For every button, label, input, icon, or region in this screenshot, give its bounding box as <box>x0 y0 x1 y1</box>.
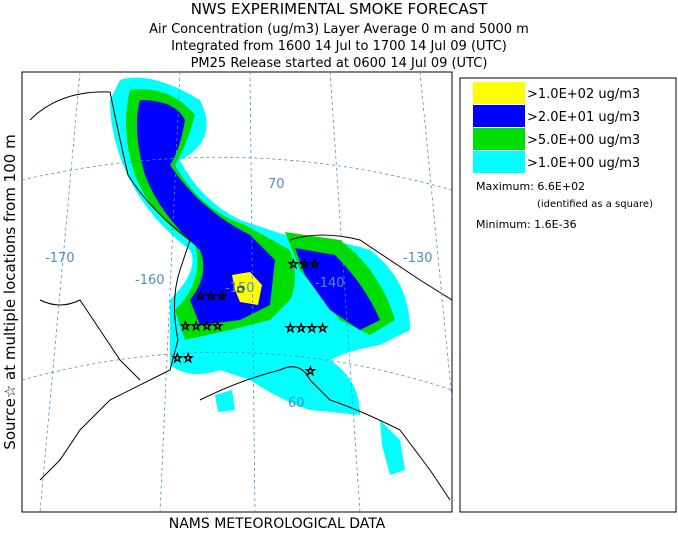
source-star: ☆☆ <box>172 351 194 365</box>
grid-label: -140 <box>315 276 345 291</box>
legend-label: >5.0E+00 ug/m3 <box>527 133 640 148</box>
grid-label: -150 <box>225 281 255 296</box>
map-content: ☆☆☆ ☆☆☆☆ ☆☆ ☆☆☆☆ ☆☆☆ ☆ <box>22 72 452 512</box>
grid-label: 70 <box>268 177 285 192</box>
title: NWS EXPERIMENTAL SMOKE FORECAST <box>191 0 488 18</box>
grid-label: -130 <box>403 251 433 266</box>
source-star: ☆☆☆ <box>288 257 320 271</box>
legend-label: >1.0E+02 ug/m3 <box>527 87 640 102</box>
minimum: Minimum: 1.6E-36 <box>476 218 577 231</box>
legend-swatch <box>473 128 525 150</box>
grid-label: -170 <box>45 251 75 266</box>
source-star: ☆☆☆☆ <box>285 321 328 335</box>
maximum-square <box>237 286 244 293</box>
source-star: ☆ <box>305 364 316 378</box>
grid-label: -160 <box>135 273 165 288</box>
side-label: Source☆ at multiple locations from 100 m <box>1 134 19 449</box>
subtitle: Integrated from 1600 14 Jul to 1700 14 J… <box>171 39 507 54</box>
maximum-note: (identified as a square) <box>537 199 653 210</box>
legend: Maximum: 6.6E+02 (identified as a square… <box>459 77 677 513</box>
subtitle: PM25 Release started at 0600 14 Jul 09 (… <box>191 56 488 71</box>
source-star: ☆☆☆ <box>195 289 227 303</box>
source-star: ☆☆☆☆ <box>180 319 223 333</box>
legend-label: >1.0E+00 ug/m3 <box>527 156 640 171</box>
legend-swatch <box>473 151 525 173</box>
grid-label: 60 <box>288 396 305 411</box>
subtitle: Air Concentration (ug/m3) Layer Average … <box>149 22 529 37</box>
maximum: Maximum: 6.6E+02 <box>476 180 585 193</box>
legend-label: >2.0E+01 ug/m3 <box>527 110 640 125</box>
map: ☆☆☆ ☆☆☆☆ ☆☆ ☆☆☆☆ ☆☆☆ ☆ -170 -160 -150 -1… <box>21 71 453 513</box>
footer: NAMS METEOROLOGICAL DATA <box>169 516 386 532</box>
legend-swatch <box>473 105 525 127</box>
legend-swatch <box>473 82 525 104</box>
